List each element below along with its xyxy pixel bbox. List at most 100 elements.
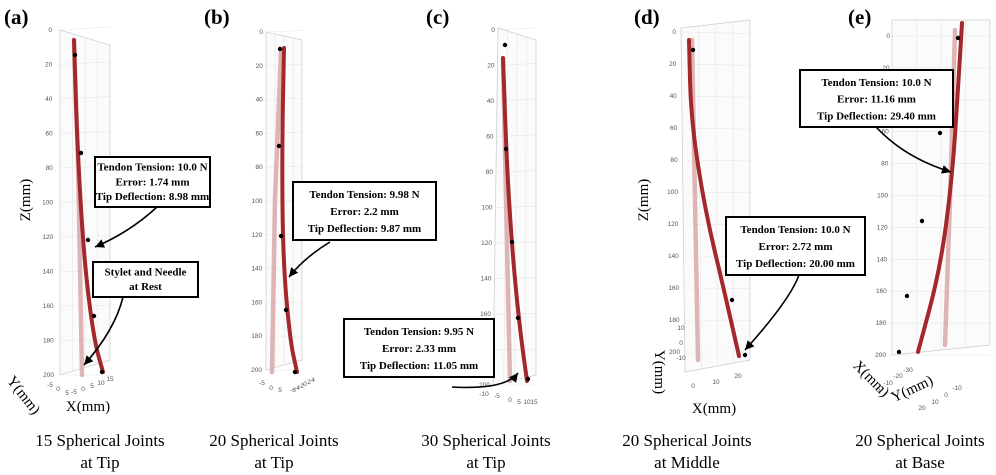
annotation-arrowhead [745, 340, 755, 350]
z-tick-label: 120 [42, 234, 53, 241]
x-axis-label: X(mm) [692, 401, 736, 417]
annotation-text: Tendon Tension: 9.95 N [364, 326, 474, 338]
plot-grids [57, 19, 991, 386]
y-tick-label: 20 [918, 405, 926, 412]
panel-caption: at Middle [654, 453, 720, 472]
y-tick-label: 10 [677, 325, 685, 332]
z-axis-label: Z(mm) [636, 179, 652, 222]
z-tick-label: 60 [255, 130, 263, 137]
panel-caption: at Base [895, 453, 945, 472]
marker-point [937, 130, 943, 136]
marker-point [85, 237, 91, 243]
needle-at-rest [689, 37, 701, 363]
marker-point [525, 376, 531, 382]
gridline-vertical [514, 33, 518, 381]
z-tick-label: 140 [668, 253, 679, 260]
z-tick-label: 80 [46, 165, 54, 172]
y-tick-label: 0 [56, 386, 60, 393]
z-tick-label: 140 [876, 256, 887, 263]
x-tick-label: 15 [530, 399, 538, 406]
annotation-text: Error: 2.2 mm [330, 206, 399, 218]
panel-letter: (d) [634, 5, 660, 29]
annotation-text: Tip Deflection: 8.98 mm [96, 191, 209, 203]
annotations: Tendon Tension: 10.0 N Error: 1.74 mm Tip … [83, 69, 954, 389]
x-tick-label: 10 [523, 399, 531, 406]
x-tick-label: -5 [259, 380, 265, 387]
marker-point [72, 52, 78, 58]
annotation-box [343, 318, 495, 378]
panel-letter: (c) [426, 5, 449, 29]
y-axis-label: Y(mm) [3, 373, 43, 418]
needle-curves [71, 21, 964, 384]
x-tick-label: 0 [81, 386, 85, 393]
z-tick-label: 160 [668, 285, 679, 292]
z-tick-label: 120 [481, 240, 492, 247]
z-tick-label: 60 [45, 131, 53, 138]
x-tick-label: 0 [876, 387, 880, 394]
z-tick-label: 20 [45, 62, 53, 69]
z-tick-label: 100 [482, 205, 493, 212]
panel-caption: 30 Spherical Joints [421, 431, 550, 450]
x-tick-label: 10 [712, 379, 720, 386]
z-tick-label: 80 [486, 169, 494, 176]
z-tick-label: 140 [481, 276, 492, 283]
z-tick-label: 180 [251, 333, 262, 340]
z-tick-label: 80 [255, 164, 263, 171]
marker-point [277, 46, 283, 52]
x-tick-label: 10 [97, 380, 105, 387]
x-tick-label: -5 [494, 393, 500, 400]
marker-point [904, 293, 910, 299]
annotation-text: Tendon Tension: 10.0 N [97, 162, 207, 174]
needle-deflected [72, 38, 105, 374]
z-tick-label: 180 [876, 320, 887, 327]
annotation-text: Tendon Tension: 9.98 N [309, 189, 419, 201]
z-tick-label: 200 [669, 349, 680, 356]
annotation-box [725, 216, 866, 276]
panel-caption: 15 Spherical Joints [35, 431, 164, 450]
panel-letter: (e) [848, 5, 871, 29]
y-tick-label: 0 [679, 340, 683, 347]
gridline-vertical [524, 36, 527, 378]
z-tick-label: 160 [251, 299, 262, 306]
needle-deflected [687, 38, 741, 358]
z-tick-label: 80 [670, 157, 678, 164]
z-tick-label: 20 [487, 63, 495, 70]
y-tick-label: -6 [290, 387, 296, 394]
z-tick-label: 40 [670, 93, 678, 100]
y-tick-label: -10 [952, 385, 962, 392]
y-axis-label: Y(mm) [651, 350, 667, 394]
z-tick-label: 120 [877, 224, 888, 231]
y-tick-label: -5 [47, 382, 53, 389]
z-tick-label: 0 [48, 27, 52, 34]
needle-at-rest [269, 47, 284, 375]
panel-caption: 20 Spherical Joints [622, 431, 751, 450]
marker-point [278, 233, 284, 239]
annotation-box [292, 181, 437, 241]
z-tick-label: 60 [670, 125, 678, 132]
annotation-text: Tip Deflection: 11.05 mm [360, 360, 478, 372]
y-tick-label: -4 [294, 385, 300, 392]
x-tick-label: -20 [893, 373, 903, 380]
z-tick-label: 200 [43, 372, 54, 379]
annotation-arrowhead [508, 373, 518, 383]
y-tick-label: 4 [311, 377, 315, 384]
x-tick-label: 0 [691, 383, 695, 390]
annotation-arrowhead [941, 165, 951, 174]
z-tick-label: 100 [667, 189, 678, 196]
marker-point [283, 307, 289, 313]
z-tick-label: 0 [259, 29, 263, 36]
annotation-box [799, 69, 954, 128]
panel-caption: at Tip [254, 453, 293, 472]
marker-point [91, 313, 97, 319]
gridline-vertical [697, 25, 702, 370]
x-tick-label: -30 [903, 367, 913, 374]
annotation-box [94, 156, 211, 208]
gridline [497, 27, 537, 31]
gridline [57, 26, 111, 31]
z-tick-label: 20 [669, 61, 677, 68]
panel-letter: (a) [4, 5, 29, 29]
marker-point [509, 239, 515, 245]
y-tick-label: 0 [303, 381, 307, 388]
marker-point [919, 218, 925, 224]
